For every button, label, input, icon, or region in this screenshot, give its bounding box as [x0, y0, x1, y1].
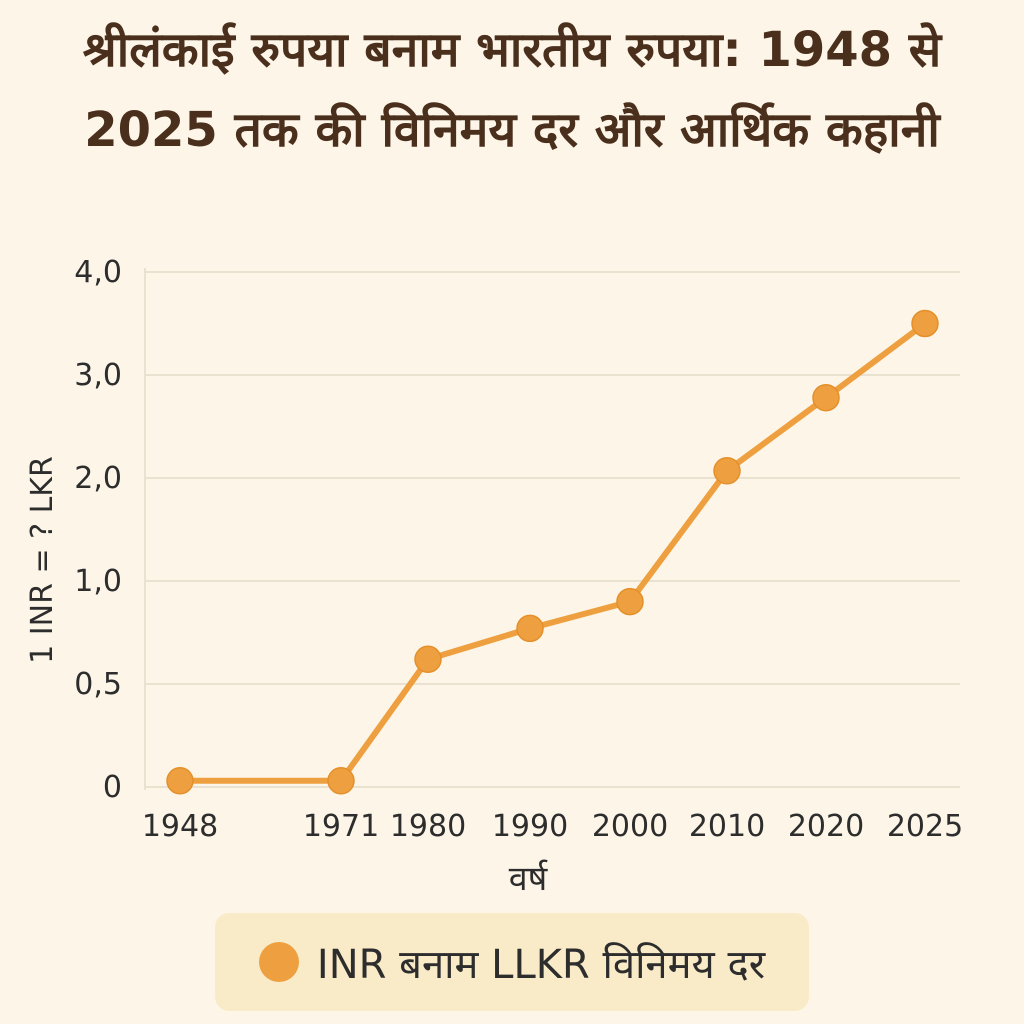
y-axis-label: 1 INR = ? LKR	[25, 456, 60, 664]
x-tick-label: 2010	[689, 809, 765, 844]
series-line	[177, 320, 928, 784]
y-tick-label: 2,0	[74, 461, 122, 496]
y-tick-label: 0	[103, 770, 122, 805]
x-tick-label: 1948	[142, 809, 218, 844]
x-tick-label: 1980	[390, 809, 466, 844]
x-tick-label: 2020	[788, 809, 864, 844]
y-tick-label: 1,0	[74, 564, 122, 599]
data-point	[713, 457, 741, 485]
legend-marker	[258, 942, 299, 982]
chart-title: श्रीलंकाई रुपया बनाम भारतीय रुपया: 1948 …	[82, 22, 942, 158]
x-tick-label: 1971	[303, 809, 379, 844]
data-point	[166, 767, 194, 795]
x-tick-label: 2000	[592, 809, 668, 844]
x-tick-label: 1990	[492, 809, 568, 844]
legend: INR बनाम LLKR विनिमय दर	[215, 913, 809, 1011]
legend-label: INR बनाम LLKR विनिमय दर	[316, 941, 766, 988]
data-point	[327, 767, 355, 795]
data-point	[911, 309, 939, 338]
y-tick-labels: 4,0 3,0 2,0 1,0 0,5 0	[74, 255, 122, 805]
y-tick-label: 3,0	[74, 358, 122, 393]
grid-lines	[144, 268, 960, 790]
data-point	[812, 383, 840, 412]
data-point	[414, 645, 442, 674]
y-tick-label: 4,0	[74, 255, 122, 290]
data-point	[516, 614, 544, 643]
x-tick-label: 2025	[887, 809, 963, 844]
x-tick-labels: 1948 1971 1980 1990 2000 2010 2020 2025	[142, 809, 963, 844]
data-point	[616, 587, 644, 616]
y-tick-label: 0,5	[74, 667, 122, 702]
x-axis-label: वर्ष	[509, 859, 549, 899]
data-points	[166, 309, 939, 795]
